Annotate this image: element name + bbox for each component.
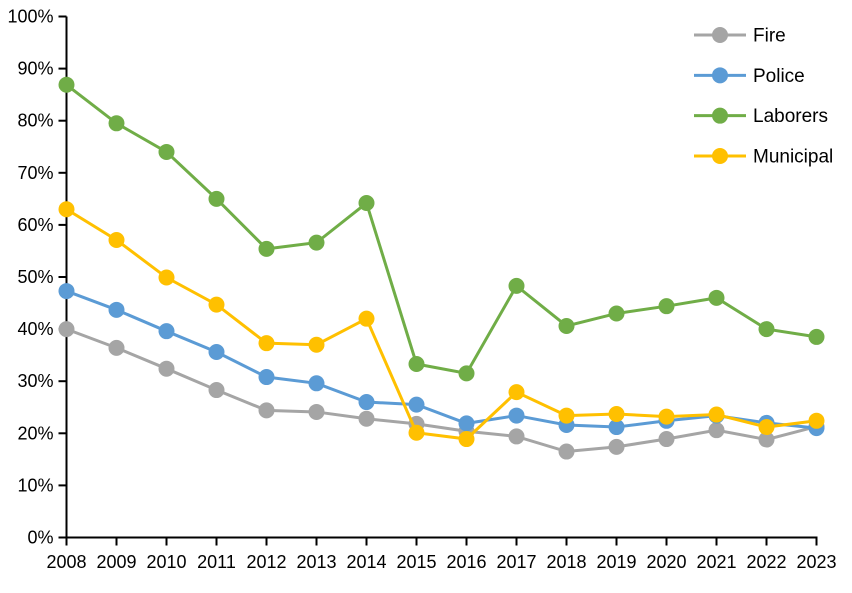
y-tick-label: 50% bbox=[17, 267, 53, 287]
data-point-municipal-2016 bbox=[458, 431, 475, 448]
x-tick-label: 2016 bbox=[446, 552, 486, 572]
data-point-municipal-2023 bbox=[808, 412, 825, 429]
data-point-municipal-2009 bbox=[108, 232, 125, 249]
data-point-municipal-2015 bbox=[408, 424, 425, 441]
data-point-laborers-2010 bbox=[158, 143, 175, 160]
series-line-fire bbox=[65, 327, 817, 454]
legend-label-fire: Fire bbox=[753, 26, 786, 47]
x-tick-label: 2013 bbox=[296, 552, 336, 572]
y-tick-label: 90% bbox=[17, 59, 53, 79]
series-line-police bbox=[65, 289, 817, 430]
data-point-police-2016 bbox=[458, 415, 475, 432]
data-point-laborers-2008 bbox=[58, 76, 75, 93]
x-tick-label: 2009 bbox=[96, 552, 136, 572]
data-point-municipal-2019 bbox=[608, 406, 625, 423]
data-point-police-2011 bbox=[208, 344, 225, 361]
data-point-fire-2009 bbox=[108, 339, 125, 356]
data-point-laborers-2022 bbox=[758, 321, 775, 338]
data-point-fire-2008 bbox=[58, 321, 75, 338]
data-point-municipal-2010 bbox=[158, 269, 175, 286]
data-point-municipal-2018 bbox=[558, 407, 575, 424]
data-point-fire-2018 bbox=[558, 443, 575, 460]
legend-swatch-marker-municipal bbox=[712, 147, 728, 164]
data-point-laborers-2014 bbox=[358, 195, 375, 212]
data-point-municipal-2011 bbox=[208, 296, 225, 313]
x-tick-label: 2018 bbox=[546, 552, 586, 572]
data-point-police-2008 bbox=[58, 283, 75, 300]
data-point-police-2015 bbox=[408, 396, 425, 413]
x-tick-label: 2020 bbox=[646, 552, 686, 572]
series-line-municipal bbox=[65, 207, 817, 441]
y-tick-label: 30% bbox=[17, 371, 53, 391]
x-tick-label: 2017 bbox=[496, 552, 536, 572]
x-tick-label: 2008 bbox=[46, 552, 86, 572]
y-tick-label: 20% bbox=[17, 423, 53, 443]
data-point-municipal-2012 bbox=[258, 335, 275, 352]
data-point-municipal-2021 bbox=[708, 406, 725, 423]
data-point-fire-2012 bbox=[258, 402, 275, 419]
x-tick-label: 2012 bbox=[246, 552, 286, 572]
data-point-fire-2020 bbox=[658, 431, 675, 448]
legend-label-municipal: Municipal bbox=[753, 146, 833, 167]
x-tick-label: 2010 bbox=[146, 552, 186, 572]
data-point-municipal-2017 bbox=[508, 384, 525, 401]
data-point-fire-2019 bbox=[608, 438, 625, 455]
legend-label-laborers: Laborers bbox=[753, 106, 828, 127]
data-point-police-2014 bbox=[358, 394, 375, 411]
legend-swatch-marker-police bbox=[712, 67, 728, 84]
legend-label-police: Police bbox=[753, 66, 805, 87]
y-tick-label: 0% bbox=[27, 528, 53, 548]
data-point-laborers-2018 bbox=[558, 317, 575, 334]
data-point-fire-2022 bbox=[758, 431, 775, 448]
data-point-laborers-2009 bbox=[108, 115, 125, 132]
data-point-laborers-2020 bbox=[658, 298, 675, 315]
data-point-laborers-2011 bbox=[208, 190, 225, 207]
y-tick-label: 70% bbox=[17, 163, 53, 183]
x-tick-label: 2022 bbox=[746, 552, 786, 572]
y-tick-label: 40% bbox=[17, 319, 53, 339]
data-point-laborers-2012 bbox=[258, 240, 275, 257]
data-point-laborers-2015 bbox=[408, 356, 425, 373]
data-point-fire-2011 bbox=[208, 382, 225, 399]
data-point-fire-2014 bbox=[358, 410, 375, 427]
y-tick-label: 100% bbox=[7, 7, 53, 27]
data-point-laborers-2016 bbox=[458, 365, 475, 382]
data-point-police-2009 bbox=[108, 301, 125, 318]
data-point-police-2017 bbox=[508, 407, 525, 424]
data-point-fire-2021 bbox=[708, 422, 725, 439]
x-tick-label: 2021 bbox=[696, 552, 736, 572]
data-point-laborers-2021 bbox=[708, 289, 725, 306]
data-point-police-2013 bbox=[308, 375, 325, 392]
data-point-laborers-2017 bbox=[508, 277, 525, 294]
x-tick-label: 2023 bbox=[796, 552, 836, 572]
data-point-police-2012 bbox=[258, 369, 275, 386]
legend-swatch-marker-laborers bbox=[712, 107, 728, 124]
data-point-fire-2017 bbox=[508, 428, 525, 445]
y-tick-label: 80% bbox=[17, 111, 53, 131]
data-point-municipal-2014 bbox=[358, 310, 375, 327]
y-tick-label: 10% bbox=[17, 475, 53, 495]
data-point-municipal-2008 bbox=[58, 201, 75, 218]
x-tick-label: 2015 bbox=[396, 552, 436, 572]
data-point-police-2010 bbox=[158, 323, 175, 340]
data-point-laborers-2013 bbox=[308, 234, 325, 251]
data-point-fire-2010 bbox=[158, 360, 175, 377]
data-point-municipal-2013 bbox=[308, 336, 325, 353]
legend-swatch-marker-fire bbox=[712, 27, 728, 43]
x-tick-label: 2014 bbox=[346, 552, 386, 572]
x-tick-label: 2019 bbox=[596, 552, 636, 572]
x-tick-label: 2011 bbox=[197, 552, 236, 572]
y-tick-label: 60% bbox=[17, 215, 53, 235]
data-point-fire-2013 bbox=[308, 403, 325, 420]
data-point-laborers-2019 bbox=[608, 305, 625, 322]
series-line-laborers bbox=[65, 83, 817, 376]
data-point-laborers-2023 bbox=[808, 328, 825, 345]
data-point-police-2019 bbox=[608, 419, 625, 436]
data-point-municipal-2022 bbox=[758, 419, 775, 436]
data-point-municipal-2020 bbox=[658, 408, 675, 425]
